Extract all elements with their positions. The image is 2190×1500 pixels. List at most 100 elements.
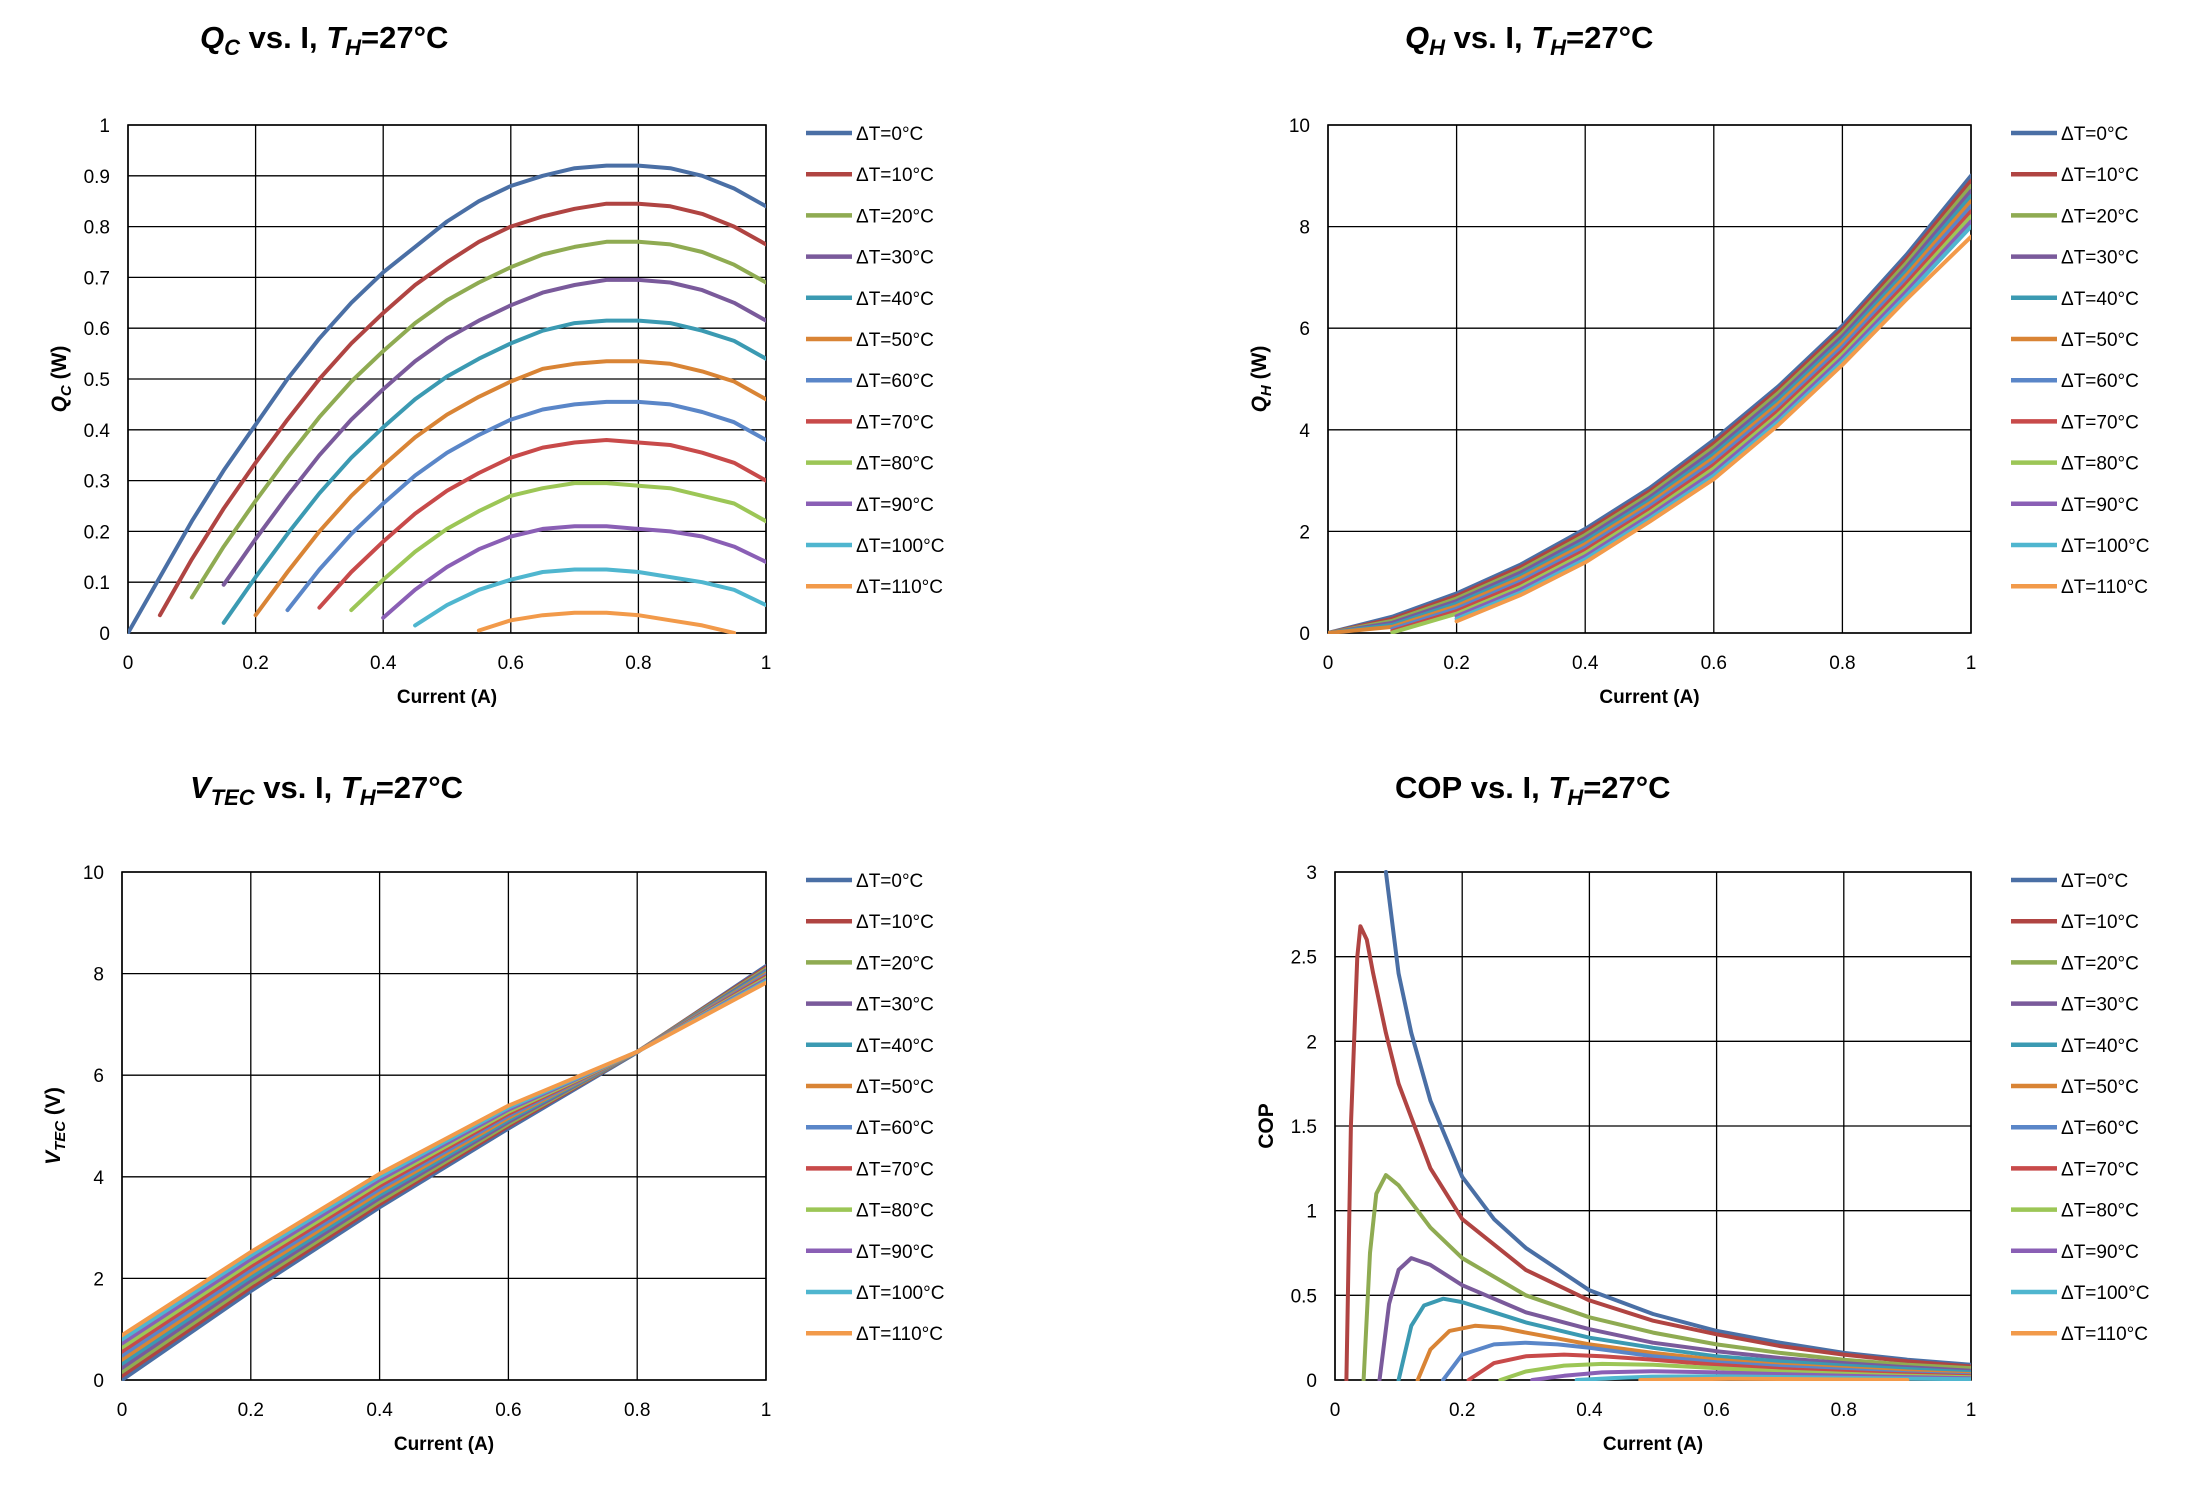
legend-label: ΔT=50°C (856, 1077, 934, 1098)
y-tick-label: 10 (83, 863, 104, 884)
y-tick-label: 0.9 (84, 167, 110, 188)
y-axis-label: QH (W) (1248, 346, 1275, 413)
x-tick-label: 0 (1323, 653, 1334, 674)
legend: ΔT=0°C ΔT=10°C ΔT=20°C ΔT=30°C ΔT=40°C ΔT=50°… (2011, 871, 2149, 1345)
series-line (317, 438, 766, 610)
chart-panel-vtec: VTEC vs. I, TH=27°C 0 0.2 0.4 0.6 0.8 1 0 2 4 6 8 1… (0, 750, 1095, 1500)
legend-label: ΔT=100°C (856, 1283, 944, 1304)
y-tick-label: 4 (1299, 421, 1310, 442)
chart-panel-qc: QC vs. I, TH=27°C 0 0.2 0.4 0.6 0.8 1 0 0.1 0.2 0… (0, 0, 1095, 750)
x-axis-label: Current (A) (397, 687, 497, 708)
x-tick-label: 0.8 (625, 653, 651, 674)
y-tick-label: 10 (1289, 116, 1310, 137)
y-tick-label: 0.4 (84, 421, 111, 442)
legend-label: ΔT=60°C (2061, 1118, 2139, 1139)
x-tick-label: 0 (1330, 1400, 1341, 1421)
x-tick-label: 0.4 (366, 1400, 393, 1421)
series-line (1390, 209, 1971, 633)
legend: ΔT=0°C ΔT=10°C ΔT=20°C ΔT=30°C ΔT=40°C ΔT=50°… (806, 871, 944, 1345)
x-tick-label: 1 (761, 1400, 772, 1421)
x-tick-label: 0.2 (1449, 1400, 1475, 1421)
legend-label: ΔT=20°C (856, 953, 934, 974)
series-line (1396, 1296, 1971, 1381)
legend-label: ΔT=90°C (856, 1242, 934, 1263)
series-line (1638, 1376, 1910, 1381)
series-line (285, 399, 766, 613)
x-axis-label: Current (A) (1603, 1434, 1703, 1455)
y-tick-label: 0.8 (84, 218, 110, 239)
series-line (413, 567, 766, 628)
series-line (1328, 194, 1971, 634)
legend-label: ΔT=40°C (856, 1036, 934, 1057)
series-line (1328, 173, 1971, 634)
series-line (253, 359, 766, 618)
chart-panel-qh: QH vs. I, TH=27°C 0 0.2 0.4 0.6 0.8 1 0 2 4 6 8 10 C… (1095, 0, 2190, 750)
legend-label: ΔT=20°C (2061, 953, 2139, 974)
y-tick-label: 2 (93, 1269, 104, 1290)
series-line (1328, 199, 1971, 634)
grid (127, 124, 767, 634)
legend-label: ΔT=30°C (2061, 995, 2139, 1016)
series-line (476, 610, 737, 634)
series-group (1328, 173, 1971, 634)
series-line (1328, 184, 1971, 634)
x-tick-label: 0.6 (495, 1400, 521, 1421)
legend-label: ΔT=40°C (856, 289, 934, 310)
legend-label: ΔT=0°C (856, 124, 923, 145)
legend-label: ΔT=80°C (856, 454, 934, 475)
grid (1327, 124, 1972, 634)
y-tick-label: 0.7 (84, 268, 110, 289)
legend-label: ΔT=30°C (856, 995, 934, 1016)
plot-frame (127, 124, 767, 634)
series-group (1344, 870, 1971, 1381)
series-line (349, 481, 766, 613)
legend-label: ΔT=0°C (2061, 871, 2128, 892)
y-tick-label: 8 (1299, 218, 1310, 239)
series-line (1361, 1173, 1971, 1381)
legend-label: ΔT=70°C (2061, 412, 2139, 433)
legend-label: ΔT=40°C (2061, 289, 2139, 310)
y-axis-label: VTEC (V) (42, 1087, 69, 1165)
series-group (128, 163, 766, 634)
y-tick-label: 4 (93, 1168, 104, 1189)
x-axis-label: Current (A) (394, 1434, 494, 1455)
y-tick-label: 6 (1299, 319, 1310, 340)
legend: ΔT=0°C ΔT=10°C ΔT=20°C ΔT=30°C ΔT=40°C ΔT=50°… (806, 124, 944, 598)
y-axis-label: COP (1255, 1103, 1278, 1149)
legend-label: ΔT=60°C (856, 371, 934, 392)
y-tick-label: 0 (93, 1371, 104, 1392)
y-tick-label: 0 (1306, 1371, 1317, 1392)
x-tick-label: 0.6 (498, 653, 524, 674)
series-line (221, 277, 766, 587)
legend-label: ΔT=30°C (856, 248, 934, 269)
chart-title: QC vs. I, TH=27°C (200, 20, 449, 61)
y-tick-label: 0.5 (1291, 1286, 1317, 1307)
y-tick-label: 6 (93, 1066, 104, 1087)
series-line (1390, 214, 1971, 634)
legend-label: ΔT=60°C (856, 1118, 934, 1139)
y-tick-label: 0 (99, 624, 110, 645)
series-group (122, 964, 766, 1381)
legend-label: ΔT=10°C (2061, 165, 2139, 186)
plot-frame (121, 871, 767, 1381)
legend-label: ΔT=70°C (856, 412, 934, 433)
legend-label: ΔT=40°C (2061, 1036, 2139, 1057)
series-line (1328, 178, 1971, 634)
y-tick-label: 0.5 (84, 370, 110, 391)
x-tick-label: 0.8 (1829, 653, 1855, 674)
legend-label: ΔT=0°C (856, 871, 923, 892)
legend-label: ΔT=60°C (2061, 371, 2139, 392)
legend-label: ΔT=100°C (2061, 1283, 2149, 1304)
series-line (1454, 219, 1971, 619)
legend-label: ΔT=110°C (856, 1324, 943, 1345)
x-tick-label: 0.6 (1701, 653, 1727, 674)
legend-label: ΔT=110°C (856, 577, 943, 598)
x-tick-label: 0 (123, 653, 134, 674)
legend-label: ΔT=50°C (2061, 1077, 2139, 1098)
series-line (381, 524, 766, 620)
legend-label: ΔT=100°C (2061, 536, 2149, 557)
legend-label: ΔT=110°C (2061, 1324, 2148, 1345)
legend-label: ΔT=80°C (2061, 1201, 2139, 1222)
chart-plot: 0 0.2 0.4 0.6 0.8 1 0 0.1 0.2 0.3 0.4 0.5 0.6 0.7 0.8 0… (48, 116, 944, 708)
